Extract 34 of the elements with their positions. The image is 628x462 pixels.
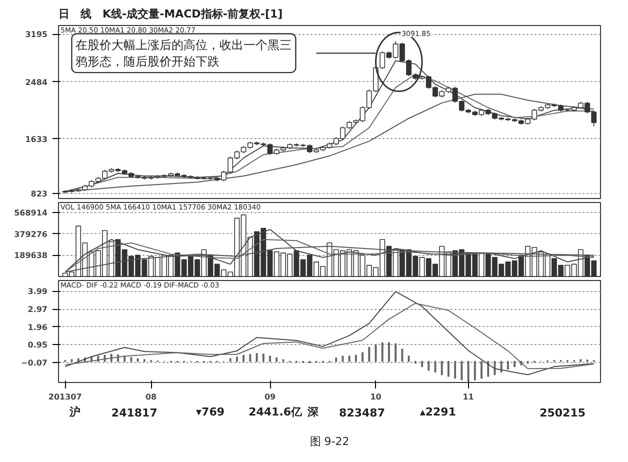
text: 深 [306,405,320,418]
text: ▴2291 [420,405,456,418]
text: 823487 [339,406,385,420]
y-tick-label: 823 [30,189,48,198]
x-tick-label: 09 [264,392,276,402]
caption: 图 9-22 [310,435,350,448]
y-tick-label: 1633 [25,134,48,144]
line-series [64,228,594,273]
chart-title: 日 线 K线-成交量-MACD指标-前复权-[1] [58,8,283,20]
y-tick-label: 1.96 [28,322,48,332]
y-tick-label: 2.97 [28,305,48,314]
line-series [64,94,594,192]
text: 250215 [540,406,586,420]
x-tick-label: 201307 [48,392,82,402]
y-tick-label: 189638 [14,251,48,260]
line-series [64,291,594,376]
x-tick-label: 08 [145,392,158,402]
line-series [64,246,594,273]
y-tick-label: 2484 [25,78,48,87]
text: ▾769 [196,405,225,418]
y-tick-label: −0.07 [21,358,48,368]
line-series [64,302,594,370]
text: 241817 [111,406,158,420]
y-tick-label: 379276 [14,230,48,239]
line-series [64,239,594,273]
x-tick-label: 10 [370,392,382,402]
text: 沪 [68,405,80,418]
y-tick-label: 0.95 [28,340,48,350]
x-tick-label: 11 [462,392,474,402]
text: 2441.6亿 [248,405,304,418]
y-tick-label: 3.99 [28,287,48,296]
annotation: 在股价大幅上涨后的高位，收出一个黑三鸦形态，随后股价开始下跌 [76,38,292,69]
y-tick-label: 3195 [25,30,48,40]
y-tick-label: 568914 [14,208,48,218]
